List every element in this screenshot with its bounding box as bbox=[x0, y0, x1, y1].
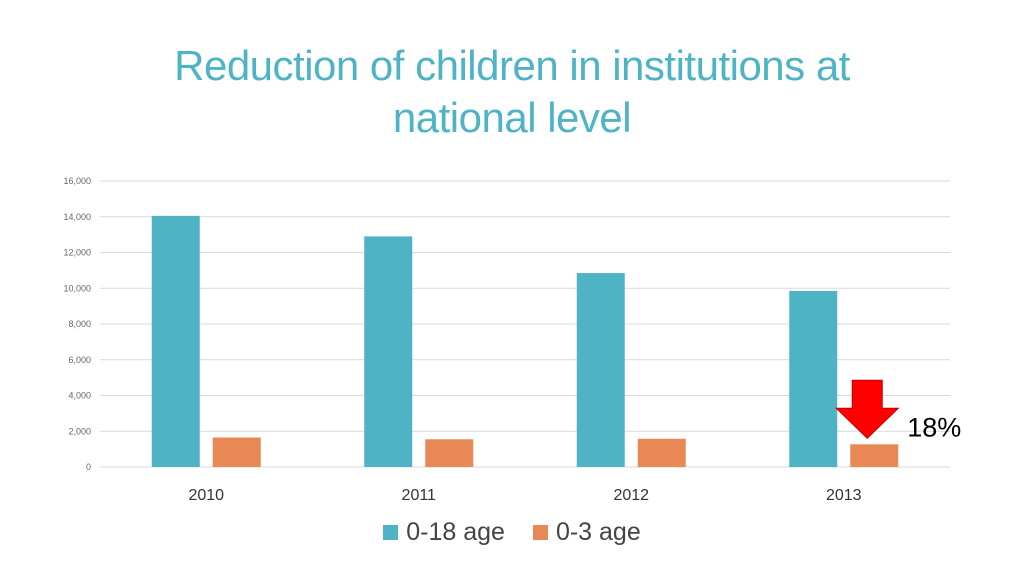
y-tick-label: 8,000 bbox=[68, 319, 91, 329]
y-tick-label: 2,000 bbox=[68, 426, 91, 436]
y-axis-ticks: 0 2,000 4,000 6,000 8,000 10,000 12,000 14,000 1… bbox=[63, 176, 91, 472]
legend: 0-18 age 0-3 age bbox=[0, 518, 1024, 547]
bar-0-18-age-2012 bbox=[576, 273, 625, 467]
legend-item-0-3: 0-3 age bbox=[532, 518, 641, 547]
legend-swatch-0-18 bbox=[383, 525, 399, 540]
annotation: 18% bbox=[835, 379, 961, 442]
bar-0-3-age-2012 bbox=[637, 438, 686, 467]
bar-0-3-age-2011 bbox=[425, 439, 474, 467]
legend-label-0-18: 0-18 age bbox=[406, 518, 505, 546]
y-tick-label: 6,000 bbox=[68, 355, 91, 365]
x-tick-label: 2013 bbox=[826, 487, 862, 504]
x-tick-label: 2012 bbox=[613, 487, 649, 504]
y-tick-label: 4,000 bbox=[68, 391, 91, 401]
x-axis-ticks: 2010 2011 2012 2013 bbox=[188, 487, 861, 504]
annotation-label: 18% bbox=[907, 412, 961, 442]
down-arrow-icon bbox=[835, 379, 900, 439]
legend-item-0-18: 0-18 age bbox=[383, 518, 505, 547]
x-tick-label: 2011 bbox=[402, 487, 437, 504]
bar-0-18-age-2013 bbox=[789, 290, 838, 467]
y-tick-label: 0 bbox=[86, 462, 91, 472]
legend-swatch-0-3 bbox=[532, 525, 548, 540]
bar-0-3-age-2010 bbox=[212, 437, 261, 467]
y-tick-label: 10,000 bbox=[63, 283, 91, 293]
y-tick-label: 16,000 bbox=[63, 176, 91, 186]
bar-0-18-age-2010 bbox=[151, 215, 200, 467]
bars bbox=[151, 215, 899, 467]
bar-0-3-age-2013 bbox=[850, 444, 899, 467]
legend-label-0-3: 0-3 age bbox=[555, 518, 641, 546]
y-tick-label: 12,000 bbox=[63, 248, 91, 258]
x-tick-label: 2010 bbox=[188, 487, 224, 504]
y-tick-label: 14,000 bbox=[63, 212, 91, 222]
chart-title: Reduction of children in institutions at… bbox=[174, 42, 850, 141]
bar-0-18-age-2011 bbox=[364, 236, 413, 467]
